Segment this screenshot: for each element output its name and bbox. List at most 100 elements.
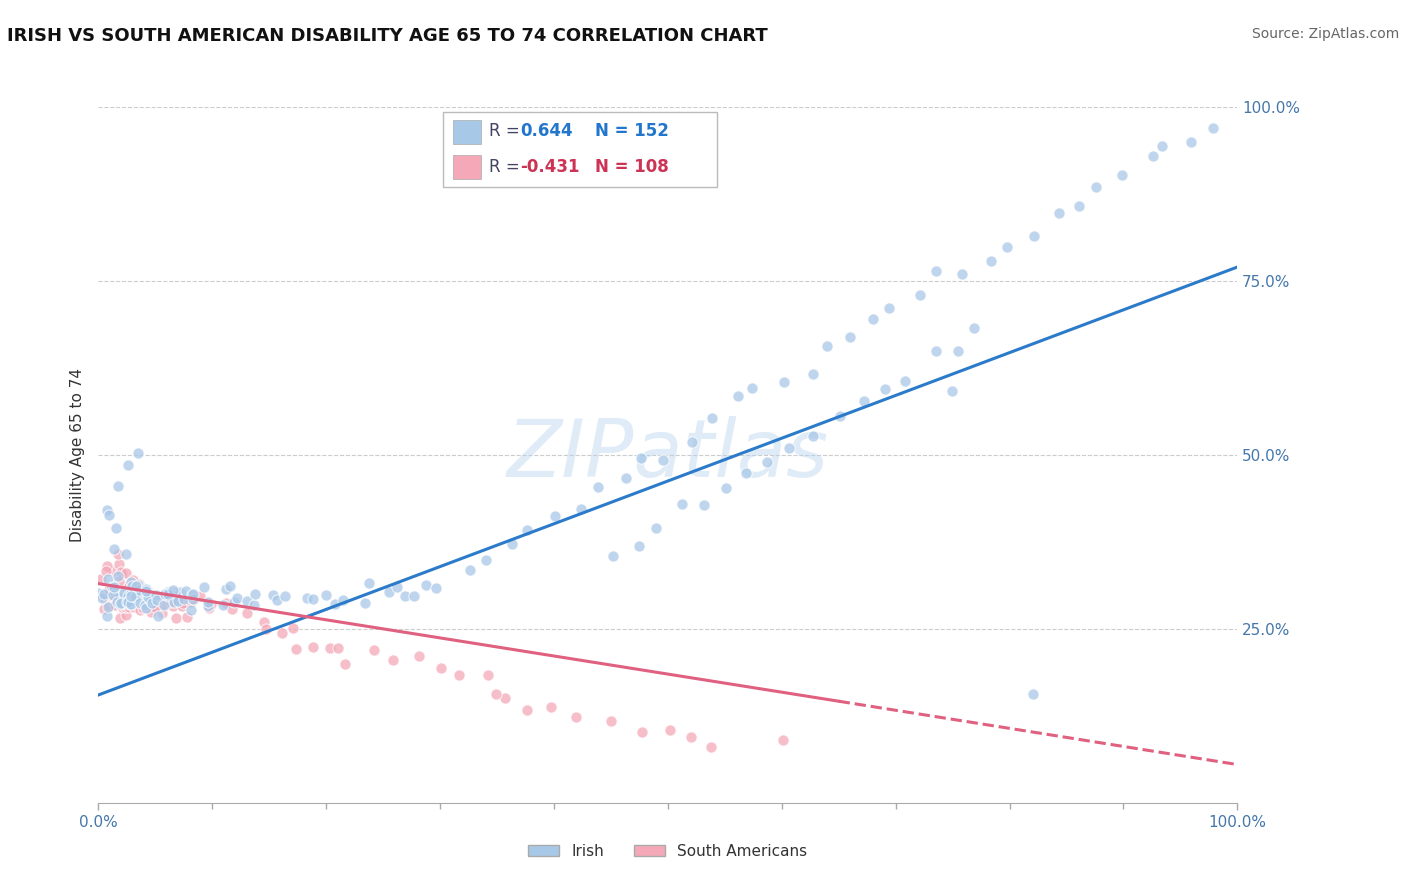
Point: [323, 598, 346, 612]
Point: [107, 590, 129, 604]
Point: [129, 596, 152, 610]
Point: [211, 598, 233, 612]
Point: [301, 640, 323, 654]
Point: [516, 523, 538, 537]
Point: [139, 587, 162, 601]
Point: [115, 566, 138, 581]
Point: [1150, 139, 1173, 153]
Point: [628, 539, 651, 553]
Point: [173, 591, 195, 606]
Point: [162, 599, 184, 613]
Point: [110, 586, 132, 600]
Point: [415, 578, 437, 592]
Point: [224, 595, 246, 609]
Point: [111, 584, 134, 599]
Point: [122, 594, 145, 608]
Point: [139, 592, 162, 607]
Point: [129, 584, 152, 599]
Point: [128, 577, 150, 591]
Point: [159, 587, 181, 601]
Point: [110, 596, 132, 610]
Point: [170, 598, 193, 612]
Point: [108, 611, 131, 625]
Point: [118, 582, 141, 596]
Point: [125, 589, 148, 603]
Point: [136, 593, 159, 607]
Point: [111, 590, 134, 604]
Point: [93, 602, 115, 616]
Point: [135, 600, 157, 615]
Point: [221, 602, 243, 616]
Point: [117, 458, 139, 473]
Point: [112, 586, 135, 600]
Text: N = 108: N = 108: [595, 158, 668, 176]
Point: [700, 411, 723, 425]
Point: [254, 622, 277, 636]
Point: [588, 480, 610, 494]
Point: [141, 605, 163, 619]
Point: [326, 640, 349, 655]
Point: [124, 590, 146, 604]
Point: [98, 599, 121, 613]
Point: [157, 585, 180, 599]
Point: [115, 579, 138, 593]
Point: [150, 607, 173, 621]
Point: [516, 703, 538, 717]
Point: [172, 596, 194, 610]
Point: [1047, 206, 1070, 220]
Point: [727, 389, 749, 403]
Point: [163, 595, 186, 609]
Point: [671, 497, 693, 511]
Point: [127, 580, 149, 594]
Point: [569, 502, 592, 516]
Point: [104, 521, 127, 535]
Point: [602, 549, 624, 563]
Point: [96, 502, 118, 516]
Point: [90, 572, 112, 586]
Point: [1180, 135, 1202, 149]
Point: [135, 582, 157, 596]
Point: [801, 428, 824, 442]
Point: [124, 591, 146, 605]
Point: [262, 589, 284, 603]
Point: [995, 240, 1018, 254]
Point: [181, 587, 204, 601]
Point: [98, 582, 121, 597]
Point: [156, 587, 179, 601]
Point: [183, 591, 205, 606]
Text: -0.431: -0.431: [520, 158, 579, 176]
Point: [1142, 149, 1164, 163]
Point: [319, 641, 342, 656]
Text: N = 152: N = 152: [595, 122, 669, 140]
Point: [772, 732, 794, 747]
Point: [741, 381, 763, 395]
Point: [156, 589, 179, 603]
Point: [295, 591, 318, 606]
Point: [1111, 168, 1133, 182]
Point: [153, 590, 176, 604]
Point: [242, 598, 264, 612]
Point: [198, 601, 221, 615]
Point: [1022, 228, 1045, 243]
Point: [425, 581, 447, 595]
Point: [236, 594, 259, 608]
Point: [142, 591, 165, 605]
Point: [700, 740, 723, 755]
Point: [716, 481, 738, 495]
Point: [253, 615, 276, 629]
Point: [980, 254, 1002, 268]
Point: [100, 580, 122, 594]
Point: [215, 596, 238, 610]
Point: [644, 521, 666, 535]
Point: [110, 566, 132, 580]
Point: [97, 508, 120, 523]
Point: [93, 587, 115, 601]
Point: [614, 470, 637, 484]
Point: [121, 579, 143, 593]
Point: [111, 600, 134, 615]
Point: [136, 590, 159, 604]
Point: [630, 451, 652, 466]
Point: [200, 597, 222, 611]
Point: [659, 723, 682, 737]
Point: [96, 572, 118, 586]
